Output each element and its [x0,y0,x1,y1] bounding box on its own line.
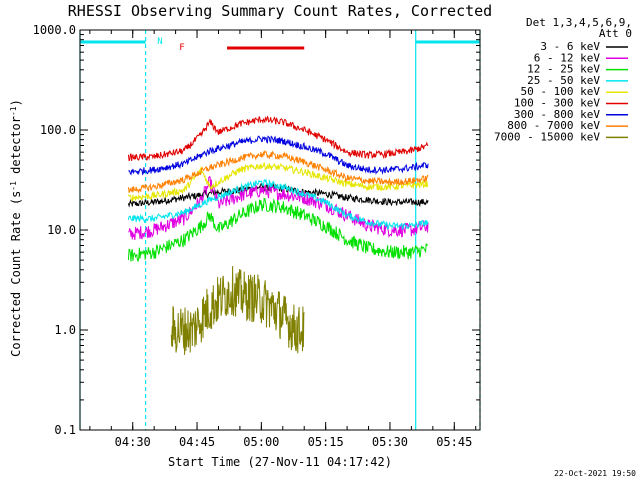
series-line-7 [127,149,429,194]
axes-layer: 0.1 1.0 10.0 100.0 1000.0 04:30 04:45 05:00 05:1… [33,23,481,449]
series-line-8 [170,265,305,355]
y-tick-label: 10.0 [47,223,76,237]
legend-header-attenuator: Att 0 [599,27,632,40]
y-axis-label-mid: detector [9,116,23,181]
series-line-2 [127,197,429,263]
legend-label: 3 - 6 keV [540,40,600,53]
series-line-3 [127,178,429,230]
legend-label: 800 - 7000 keV [507,119,600,132]
legend-label: 100 - 300 keV [514,97,600,110]
x-tick-label: 05:15 [308,435,344,449]
series-line-5 [127,115,429,162]
render-timestamp: 22-Oct-2021 19:50 [554,469,636,478]
legend-label: 50 - 100 keV [521,85,601,98]
x-tick-label: 05:45 [436,435,472,449]
legend-header-detectors: Det 1,3,4,5,6,9, [526,16,632,29]
y-axis-label-main: Corrected Count Rate (s [9,191,23,357]
chart-title: RHESSI Observing Summary Count Rates, Co… [68,2,492,20]
legend-label: 6 - 12 keV [534,51,601,64]
x-axis-label: Start Time (27-Nov-11 04:17:42) [168,455,392,469]
y-axis-label-sup1: -1 [9,181,18,191]
series-line-6 [128,135,429,176]
series-line-1 [128,175,429,241]
y-tick-label: 0.1 [54,423,76,437]
x-tick-label: 04:45 [179,435,215,449]
x-tick-label: 05:30 [372,435,408,449]
series-line-4 [127,162,429,202]
legend-label: 12 - 25 keV [527,63,600,76]
legend-label: 300 - 800 keV [514,108,600,121]
y-tick-label: 1.0 [54,323,76,337]
y-axis-label: Corrected Count Rate (s-1 detector-1) [9,99,23,357]
y-tick-label: 100.0 [40,123,76,137]
legend-header: Det 1,3,4,5,6,9, Att 0 [526,16,632,40]
y-axis-label-end: ) [9,99,23,106]
y-tick-label: 1000.0 [33,23,76,37]
legend-label: 7000 - 15000 keV [494,130,600,143]
flag-label-f: F [179,43,184,53]
x-tick-label: 05:00 [243,435,279,449]
x-tick-label: 04:30 [115,435,151,449]
legend-label: 25 - 50 keV [527,74,600,87]
plot-layer: NF [79,30,481,430]
flag-label-n: N [157,37,162,47]
y-axis-label-sup2: -1 [9,106,18,116]
